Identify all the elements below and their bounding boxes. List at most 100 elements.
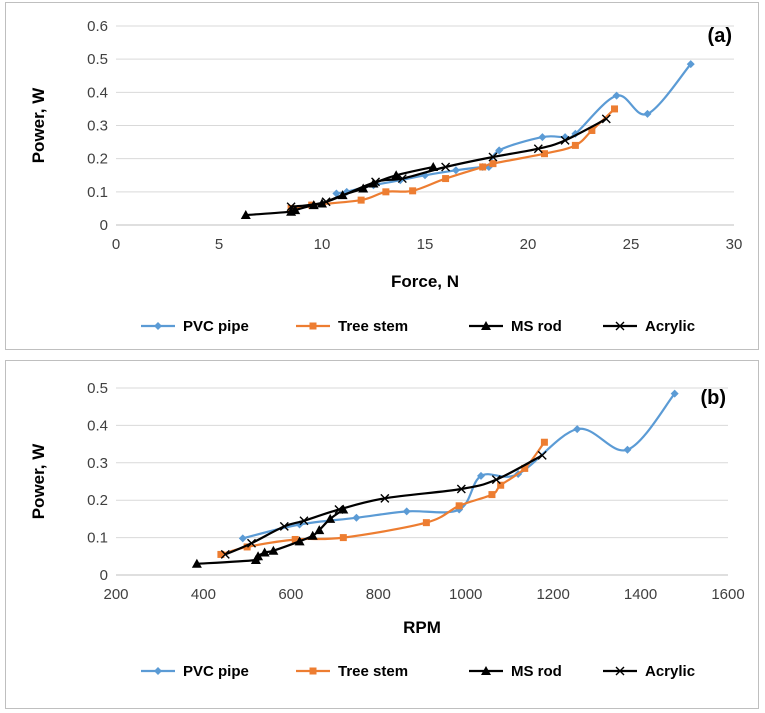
legend-label: Acrylic xyxy=(645,663,695,680)
data-point xyxy=(217,550,225,558)
x-tick-label: 1200 xyxy=(536,586,569,603)
data-point xyxy=(391,170,402,180)
legend-label: MS rod xyxy=(511,318,562,335)
y-tick-label: 0.5 xyxy=(87,380,108,397)
data-point xyxy=(259,547,270,557)
data-point xyxy=(611,105,619,113)
data-point xyxy=(442,175,450,183)
chart-a-svg: 0 0.1 0.2 0.3 0.4 0.5 0.6 0 5 10 15 20 25 30 Force, N P… xyxy=(29,18,743,335)
data-point xyxy=(497,481,505,489)
y-axis-title: Power, W xyxy=(29,87,48,164)
data-point xyxy=(299,516,309,526)
data-point xyxy=(670,389,679,398)
legend-marker xyxy=(154,322,162,330)
data-point xyxy=(402,507,411,516)
legend-label: Tree stem xyxy=(338,663,408,680)
legend-item: PVC pipe xyxy=(141,663,249,680)
data-point xyxy=(455,502,463,510)
legend-label: Tree stem xyxy=(338,318,408,335)
data-point xyxy=(451,166,460,175)
x-tick-label: 30 xyxy=(726,236,743,253)
legend-marker xyxy=(309,322,317,330)
data-point xyxy=(332,189,341,198)
legend-marker xyxy=(481,666,491,675)
data-point xyxy=(521,464,529,472)
data-point xyxy=(247,538,257,548)
y-tick-label: 0.3 xyxy=(87,455,108,472)
x-tick-label: 5 xyxy=(215,236,223,253)
data-point xyxy=(321,197,331,207)
x-tick-label: 15 xyxy=(417,236,434,253)
data-point xyxy=(382,188,390,196)
data-point xyxy=(307,530,318,540)
data-point xyxy=(268,545,279,555)
data-point xyxy=(601,114,611,124)
y-tick-label: 0.3 xyxy=(87,118,108,135)
data-point xyxy=(643,109,652,118)
series-acrylic xyxy=(220,450,547,559)
data-point xyxy=(560,135,570,145)
data-point xyxy=(339,534,347,542)
legend-label: PVC pipe xyxy=(183,663,249,680)
series-line xyxy=(224,454,543,556)
legend: PVC pipe Tree stem MS rod Acrylic xyxy=(141,318,695,335)
data-point xyxy=(488,152,498,162)
chart-panel-b: 0 0.1 0.2 0.3 0.4 0.5 200 400 600 800 1000 1200 1400… xyxy=(5,360,759,709)
chart-b-svg: 0 0.1 0.2 0.3 0.4 0.5 200 400 600 800 1000 1200 1400… xyxy=(29,380,745,680)
legend-marker xyxy=(615,321,625,331)
data-point xyxy=(397,174,407,184)
panel-label: (b) xyxy=(700,387,726,409)
data-point xyxy=(240,210,251,220)
data-point xyxy=(495,146,504,155)
x-axis-title: Force, N xyxy=(391,272,459,291)
legend-item: MS rod xyxy=(469,663,562,680)
data-point xyxy=(380,493,390,503)
data-point xyxy=(571,141,579,149)
data-point xyxy=(314,525,325,535)
legend-marker xyxy=(481,321,491,330)
y-axis-title: Power, W xyxy=(29,443,48,520)
legend-label: Acrylic xyxy=(645,318,695,335)
x-axis-title: RPM xyxy=(403,618,441,637)
data-point xyxy=(290,205,301,215)
data-point xyxy=(540,438,548,446)
data-point xyxy=(479,163,487,171)
y-tick-label: 0.6 xyxy=(87,18,108,35)
series-tree-stem xyxy=(217,438,548,558)
y-tick-label: 0.1 xyxy=(87,184,108,201)
y-tick-label: 0.2 xyxy=(87,492,108,509)
data-point xyxy=(409,187,417,195)
legend-item: Tree stem xyxy=(296,663,408,680)
legend-item: Acrylic xyxy=(603,318,695,335)
data-point xyxy=(477,471,486,480)
data-point xyxy=(220,549,230,559)
y-tick-label: 0.2 xyxy=(87,151,108,168)
x-tick-label: 800 xyxy=(366,586,391,603)
data-point xyxy=(489,160,497,168)
x-tick-label: 400 xyxy=(191,586,216,603)
data-point xyxy=(286,202,296,212)
data-point xyxy=(537,450,547,460)
x-tick-label: 200 xyxy=(103,586,128,603)
data-point xyxy=(538,133,547,142)
data-point xyxy=(352,513,361,522)
data-point xyxy=(325,513,336,523)
data-point xyxy=(371,177,381,187)
x-tick-label: 1400 xyxy=(624,586,657,603)
chart-panel-a: 0 0.1 0.2 0.3 0.4 0.5 0.6 0 5 10 15 20 25 30 Force, N P… xyxy=(5,2,759,350)
x-tick-label: 0 xyxy=(112,236,120,253)
legend-marker xyxy=(615,666,625,676)
data-point xyxy=(291,535,299,543)
x-tick-label: 20 xyxy=(520,236,537,253)
x-tick-label: 25 xyxy=(623,236,640,253)
series-line xyxy=(220,441,546,556)
x-tick-label: 1600 xyxy=(711,586,744,603)
legend: PVC pipe Tree stem MS rod Acrylic xyxy=(141,663,695,680)
panel-label: (a) xyxy=(708,25,732,47)
data-point xyxy=(334,505,344,515)
data-point xyxy=(279,521,289,531)
data-point xyxy=(540,150,548,158)
data-point xyxy=(243,543,251,551)
y-tick-label: 0.5 xyxy=(87,51,108,68)
data-point xyxy=(253,551,264,561)
